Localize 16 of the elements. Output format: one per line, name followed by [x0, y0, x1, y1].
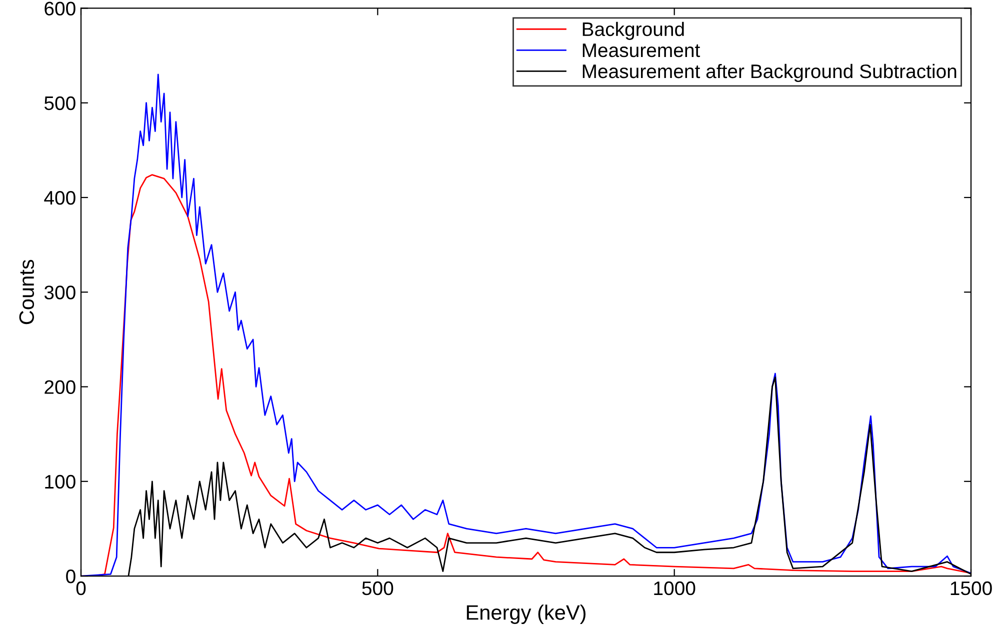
y-tick-label: 0	[66, 570, 76, 584]
x-axis-title: Energy (keV)	[466, 604, 586, 624]
y-tick-label: 100	[45, 474, 76, 489]
x-tick-label: 0	[76, 581, 86, 596]
legend-label: Measurement after Background Subtraction	[582, 64, 956, 82]
x-tick-label: 500	[362, 581, 394, 596]
y-tick-label: 500	[44, 96, 76, 110]
y-tick-label: 600	[44, 2, 76, 16]
y-axis-title: Counts	[19, 260, 34, 324]
legend-label: Measurement	[582, 44, 700, 58]
x-tick-label: 1500	[950, 581, 992, 596]
y-tick-label: 200	[44, 380, 76, 394]
legend-label: Background	[582, 22, 684, 40]
y-tick-label: 300	[44, 286, 76, 300]
y-tick-label: 400	[44, 190, 76, 205]
x-tick-label: 1000	[654, 581, 696, 596]
